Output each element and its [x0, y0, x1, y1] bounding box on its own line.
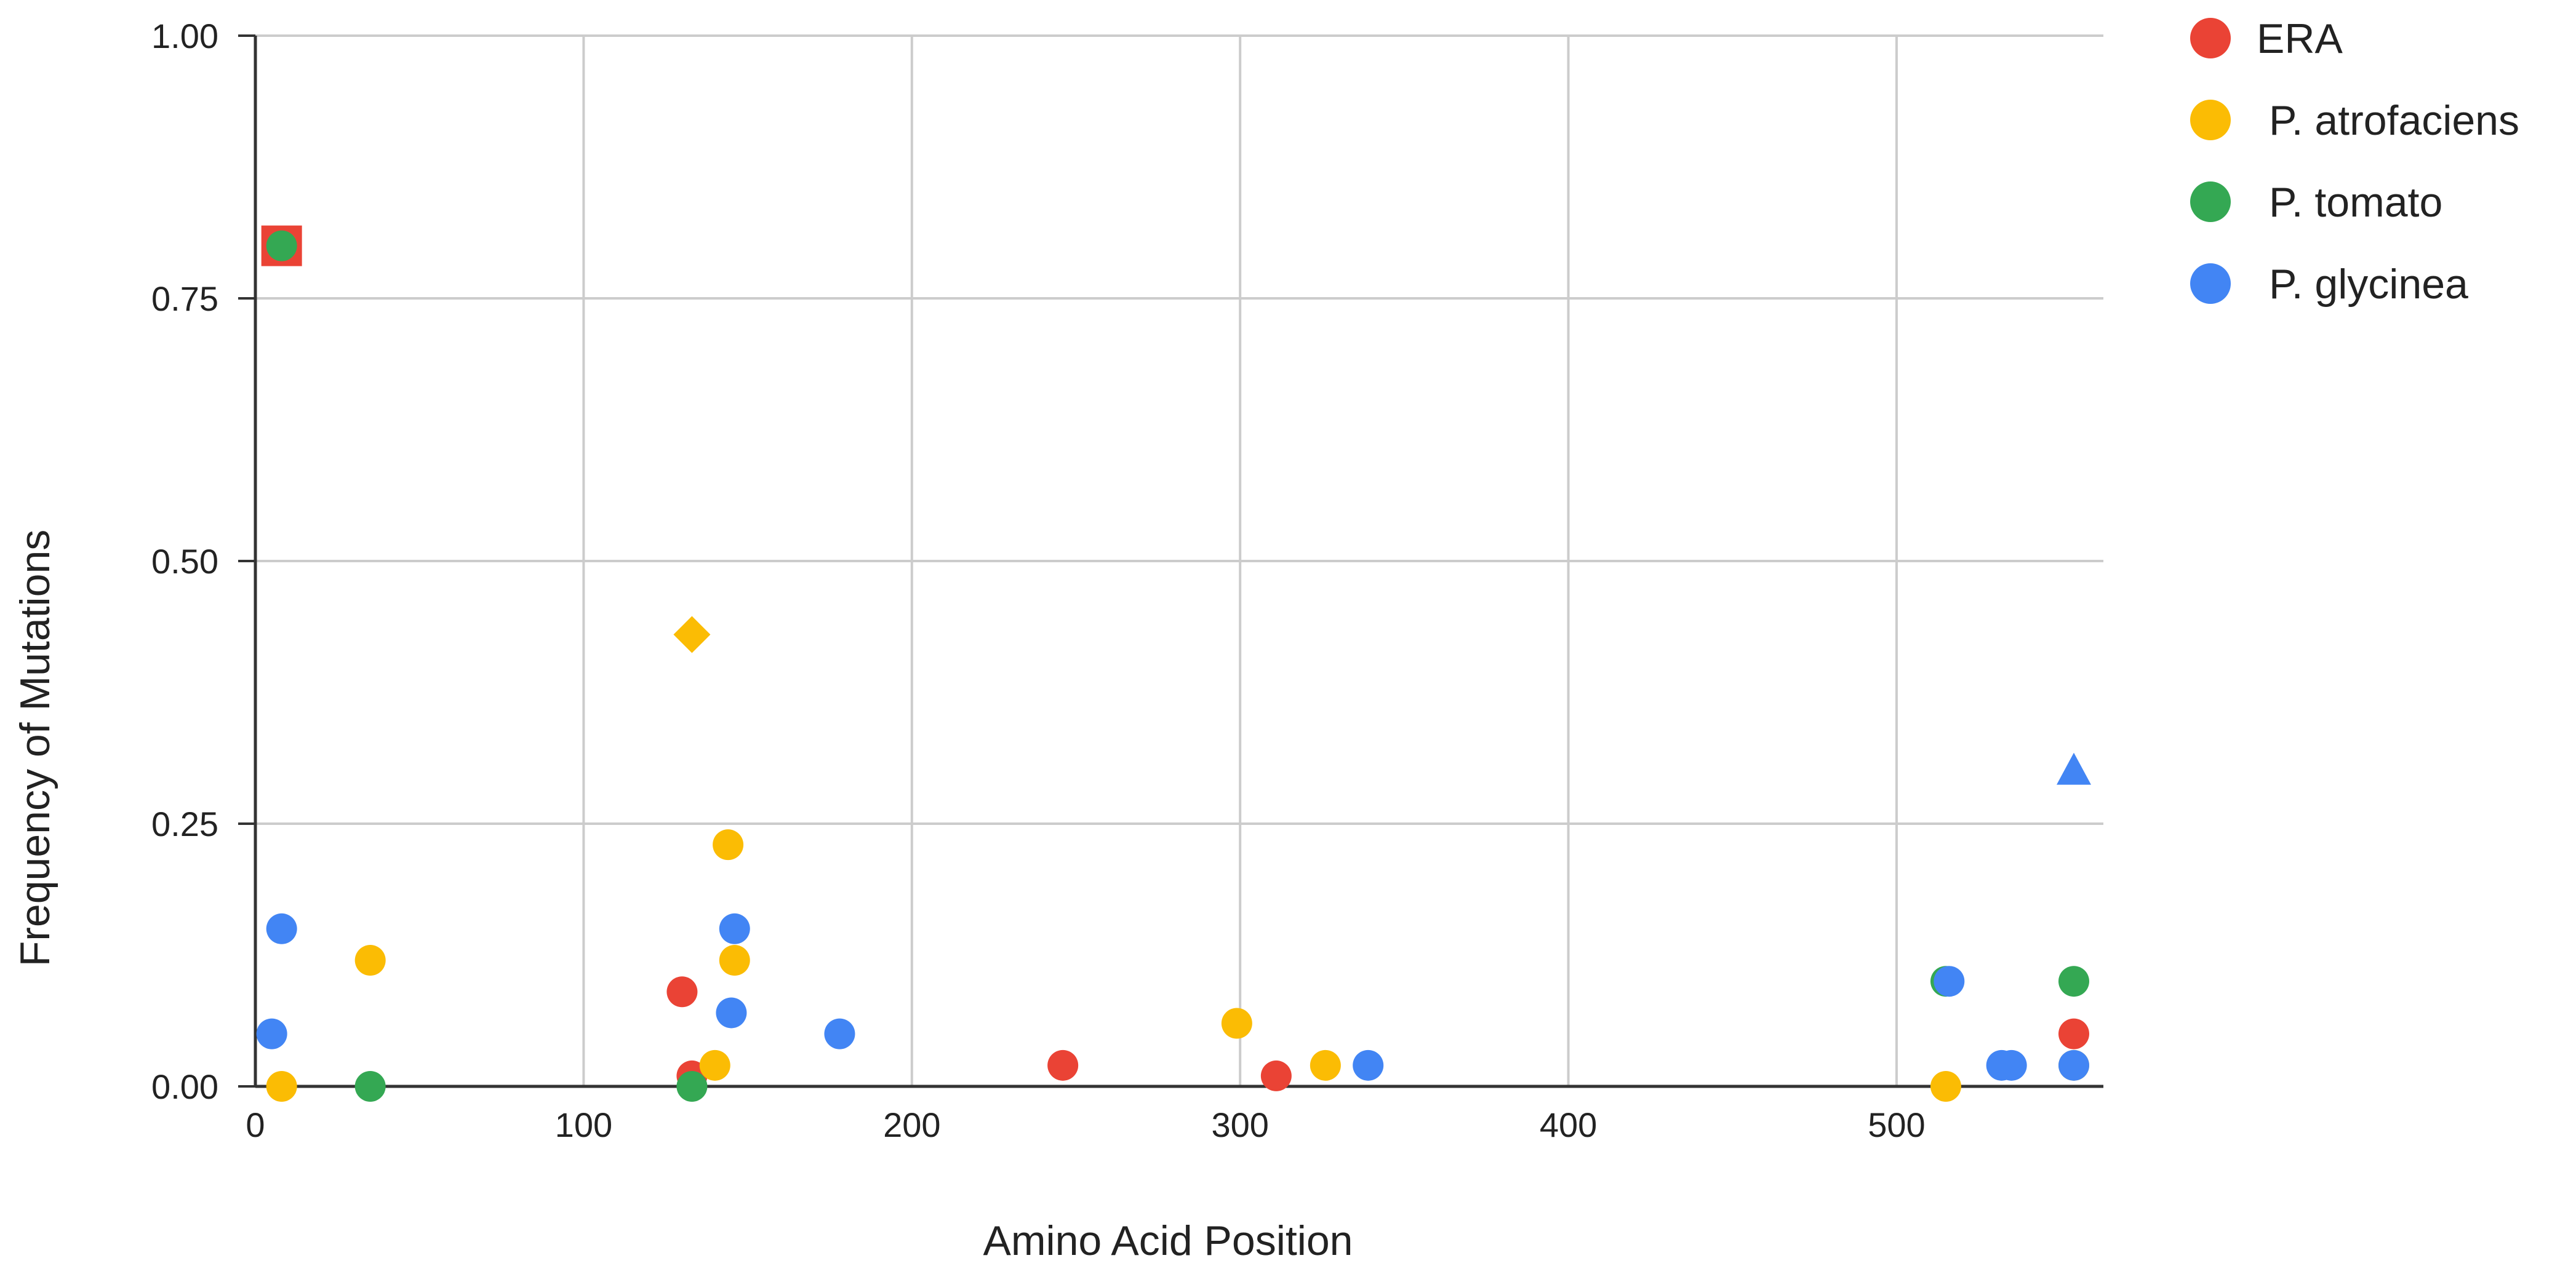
tick-labels: 0.00 0.25 0.50 0.75 1.00 0 100 200 300 400 500	[151, 17, 1926, 1144]
x-tick-label: 300	[1211, 1105, 1268, 1144]
era-point	[1047, 1049, 1079, 1081]
y-tick-label: 0.00	[151, 1067, 218, 1106]
x-tick-label: 400	[1540, 1105, 1597, 1144]
p-tomato-point	[2058, 966, 2089, 997]
y-tick-label: 0.50	[151, 542, 218, 581]
p-glycinea-point	[256, 1018, 287, 1049]
p-tomato-point	[271, 235, 292, 257]
p-tomato-point	[354, 1071, 386, 1102]
data-points	[256, 225, 2091, 1102]
x-tick-label: 200	[883, 1105, 940, 1144]
p-glycinea-point	[1934, 966, 1965, 997]
y-tick-label: 1.00	[151, 17, 218, 55]
p-glycinea-point	[266, 913, 297, 944]
p-glycinea-point	[716, 997, 747, 1029]
y-tick-label: 0.75	[151, 279, 218, 318]
legend: ERA P. atrofaciens P. tomato P. glycinea	[2190, 15, 2519, 308]
p-atrofaciens-point	[699, 1049, 730, 1081]
legend-marker	[2190, 18, 2231, 58]
era-point	[1260, 1060, 1292, 1091]
p-atrofaciens-point	[713, 829, 744, 861]
p-atrofaciens-point	[1221, 1008, 1252, 1039]
y-axis-title: Frequency of Mutations	[12, 530, 58, 967]
p-glycinea-point	[719, 913, 750, 944]
p-glycinea-point	[2058, 1049, 2089, 1081]
legend-label: P. tomato	[2269, 179, 2442, 226]
era-point	[666, 976, 698, 1008]
era-point	[2058, 1018, 2089, 1049]
p-atrofaciens-point	[354, 945, 386, 976]
x-tick-label: 0	[246, 1105, 265, 1144]
p-glycinea-point-triangle	[2056, 752, 2091, 785]
x-axis-title: Amino Acid Position	[983, 1217, 1353, 1264]
y-tick-label: 0.25	[151, 805, 218, 843]
legend-label: P. glycinea	[2269, 261, 2468, 308]
axes	[238, 34, 2103, 1088]
gridlines	[255, 34, 2103, 1086]
p-atrofaciens-point	[719, 945, 750, 976]
x-tick-label: 500	[1868, 1105, 1925, 1144]
p-glycinea-point	[1996, 1049, 2027, 1081]
p-tomato-point	[676, 1071, 708, 1102]
p-atrofaciens-point-diamond	[673, 616, 711, 653]
legend-label: P. atrofaciens	[2269, 97, 2519, 144]
legend-marker	[2190, 181, 2231, 222]
p-glycinea-point	[1353, 1049, 1384, 1081]
x-tick-label: 100	[555, 1105, 612, 1144]
p-glycinea-point	[824, 1018, 855, 1049]
p-atrofaciens-point	[266, 1071, 297, 1102]
legend-marker	[2190, 263, 2231, 304]
legend-marker	[2190, 100, 2231, 140]
legend-label: ERA	[2257, 15, 2343, 62]
p-atrofaciens-point	[1310, 1049, 1341, 1081]
p-atrofaciens-point	[1930, 1071, 1961, 1102]
